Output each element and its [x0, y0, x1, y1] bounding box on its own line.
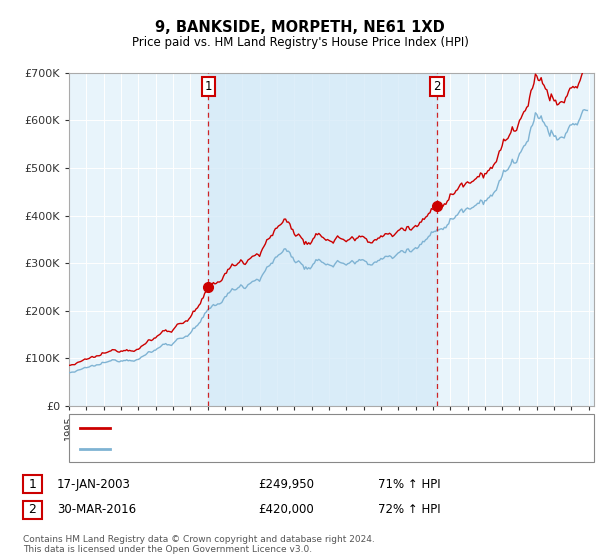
- Text: Price paid vs. HM Land Registry's House Price Index (HPI): Price paid vs. HM Land Registry's House …: [131, 36, 469, 49]
- Text: HPI: Average price, detached house, Northumberland: HPI: Average price, detached house, Nort…: [116, 444, 395, 454]
- Text: 1: 1: [205, 80, 212, 92]
- Text: 2: 2: [433, 80, 441, 92]
- Text: 1: 1: [28, 478, 37, 491]
- Bar: [208, 73, 437, 406]
- Text: 2: 2: [28, 503, 37, 516]
- Text: 30-MAR-2016: 30-MAR-2016: [57, 503, 136, 516]
- Text: 71% ↑ HPI: 71% ↑ HPI: [378, 478, 440, 491]
- Text: £249,950: £249,950: [258, 478, 314, 491]
- Text: £420,000: £420,000: [258, 503, 314, 516]
- Text: 17-JAN-2003: 17-JAN-2003: [57, 478, 131, 491]
- Text: 72% ↑ HPI: 72% ↑ HPI: [378, 503, 440, 516]
- Text: 9, BANKSIDE, MORPETH, NE61 1XD (detached house): 9, BANKSIDE, MORPETH, NE61 1XD (detached…: [116, 423, 394, 433]
- Text: Contains HM Land Registry data © Crown copyright and database right 2024.
This d: Contains HM Land Registry data © Crown c…: [23, 535, 374, 554]
- Text: 9, BANKSIDE, MORPETH, NE61 1XD: 9, BANKSIDE, MORPETH, NE61 1XD: [155, 20, 445, 35]
